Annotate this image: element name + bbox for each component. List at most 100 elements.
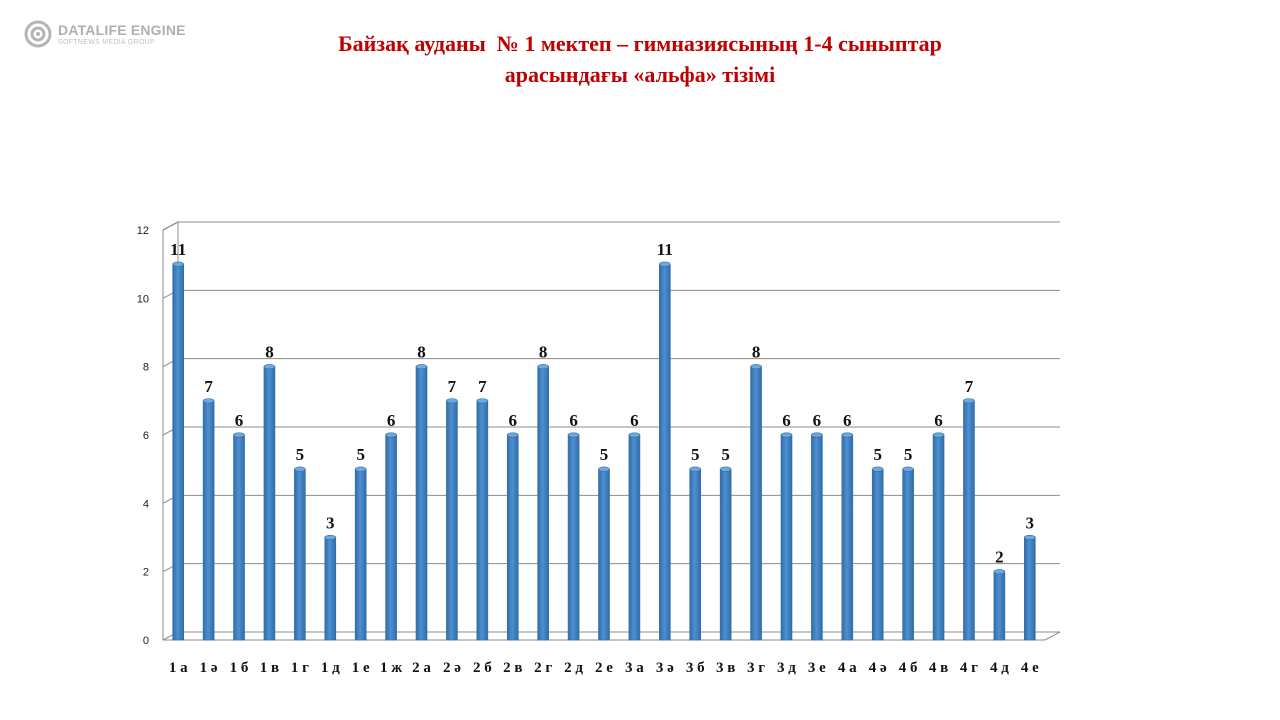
x-tick-label: 1 д [321,660,340,676]
data-label: 5 [721,445,730,464]
bar-top-cap [750,364,762,370]
y-tick-label: 8 [143,362,149,374]
data-label: 8 [539,343,548,362]
bar [871,468,884,641]
y-tick-label: 12 [137,225,149,237]
bar-top-cap [446,398,458,404]
bar-top-cap [506,432,519,438]
data-label: 8 [417,343,426,362]
x-tick-label: 1 е [352,660,370,676]
x-tick-label: 3 д [777,660,796,676]
data-label: 5 [356,445,365,464]
x-tick-label: 2 а [412,660,431,676]
datalife-logo-icon [24,20,52,48]
bar [963,400,975,641]
bar-top-cap [385,432,397,438]
data-label: 5 [904,445,913,464]
x-tick-label: 3 б [686,660,705,676]
bar [385,434,397,641]
x-tick-label: 4 ә [869,660,887,676]
y-tick-label: 4 [143,498,149,510]
x-tick-label: 3 а [625,660,644,676]
bar [750,366,762,641]
data-label: 11 [657,240,673,259]
bar-top-cap [294,466,306,472]
bar-top-cap [354,466,367,472]
bar-top-cap [263,364,276,370]
chart-title: Байзақ ауданы № 1 мектеп – гимназиясының… [0,28,1280,90]
bar-top-cap [1023,534,1036,540]
bar [659,263,671,641]
x-tick-label: 4 г [960,660,978,676]
x-tick-label: 4 в [929,660,948,676]
bar-top-cap [932,432,945,438]
x-tick-label: 1 б [230,660,249,676]
watermark-name: DATALIFE ENGINE [58,21,186,38]
data-label: 6 [235,411,244,430]
x-tick-label: 1 ә [200,660,218,676]
bar [932,434,945,641]
bar-top-cap [476,398,489,404]
bar-top-cap [993,569,1006,575]
bar-top-cap [780,432,793,438]
bar [841,434,854,641]
bar [294,468,306,641]
data-label: 5 [873,445,882,464]
bar-top-cap [537,364,549,370]
data-label: 7 [448,377,457,396]
bar [415,366,428,641]
bar-top-cap [719,466,732,472]
bar [689,468,702,641]
bar-top-cap [902,466,914,472]
data-label: 8 [752,343,761,362]
bar-top-cap [659,261,671,267]
x-tick-label: 3 е [808,660,826,676]
x-tick-label: 3 г [747,660,765,676]
data-label: 7 [204,377,213,396]
bar [354,468,367,641]
x-tick-label: 1 а [169,660,188,676]
data-label: 2 [995,548,1004,567]
chart-title-line-2: арасындағы «альфа» тізімі [504,62,776,87]
x-tick-label: 3 ә [656,660,674,676]
data-label: 3 [1026,514,1035,533]
y-tick-label: 2 [143,567,149,579]
data-label: 6 [782,411,791,430]
x-tick-label: 2 в [503,660,522,676]
bar [537,366,549,641]
bar [172,263,185,641]
bar-top-cap [628,432,641,438]
x-tick-label: 2 д [564,660,583,676]
bar-top-cap [598,466,610,472]
y-tick-label: 6 [143,430,149,442]
chart-title-line-1: Байзақ ауданы № 1 мектеп – гимназиясының… [338,31,942,56]
x-tick-label: 1 в [260,660,279,676]
gridline-diag [162,221,179,231]
data-label: 3 [326,514,335,533]
bar-top-cap [567,432,580,438]
bar [598,468,610,641]
bar [263,366,276,641]
bar-top-cap [415,364,428,370]
data-label: 6 [569,411,578,430]
data-label: 5 [296,445,305,464]
bar [719,468,732,641]
watermark-logo: DATALIFE ENGINE SOFTNEWS MEDIA GROUP [24,20,186,48]
bar-top-cap [233,432,245,438]
data-label: 6 [813,411,822,430]
bar-top-cap [172,261,185,267]
bar-top-cap [871,466,884,472]
x-tick-label: 2 ә [443,660,461,676]
x-tick-label: 2 г [534,660,552,676]
bar [628,434,641,641]
x-tick-label: 4 а [838,660,857,676]
bar-top-cap [324,534,337,540]
data-label: 8 [265,343,274,362]
bar [506,434,519,641]
x-tick-label: 4 е [1021,660,1039,676]
watermark-tagline: SOFTNEWS MEDIA GROUP [58,38,156,46]
x-tick-label: 1 ж [380,660,402,676]
bar-top-cap [811,432,823,438]
data-label: 6 [843,411,852,430]
